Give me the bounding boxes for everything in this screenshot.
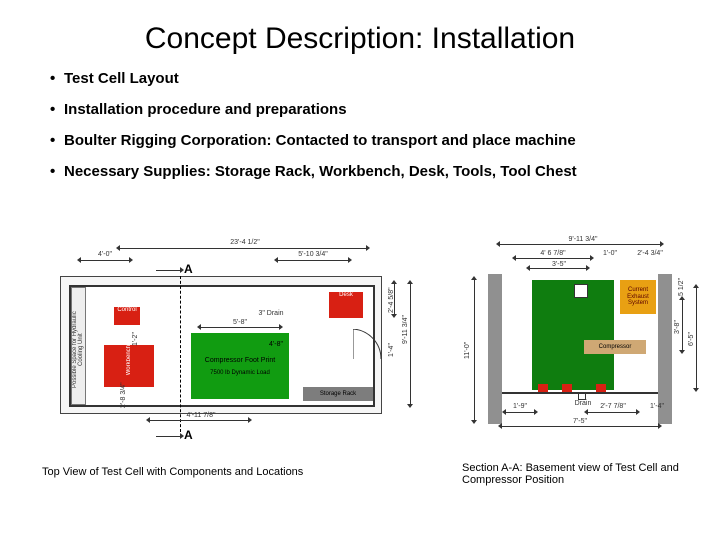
control-block: Control bbox=[114, 307, 140, 325]
dim-label: 11'-0" bbox=[464, 330, 471, 370]
dim-label: 9'-11 3/4" bbox=[558, 236, 608, 243]
page-title: Concept Description: Installation bbox=[0, 0, 720, 70]
drain-label: 3" Drain bbox=[251, 310, 291, 317]
compressor-label: Compressor bbox=[584, 340, 646, 354]
dim-label: 6'-5" bbox=[688, 322, 695, 356]
diagram-area: 23'-4 1/2" 4'-0" 5'-10 3/4" A Possible S… bbox=[0, 240, 720, 500]
dim-label: 2'-4 3/4" bbox=[630, 250, 670, 257]
dim-label: 23'-4 1/2" bbox=[210, 239, 280, 246]
dim-label: 2'-7 7/8" bbox=[592, 403, 634, 410]
section-view-diagram: 9'-11 3/4" 1'-0" 4' 6 7/8" 2'-4 3/4" 3'-… bbox=[458, 240, 708, 470]
dim-label: 1'-4" bbox=[644, 403, 670, 410]
bullet-item: Boulter Rigging Corporation: Contacted t… bbox=[50, 132, 680, 149]
bullet-list: Test Cell Layout Installation procedure … bbox=[0, 70, 720, 180]
dim-label: 5'-8" bbox=[223, 319, 257, 326]
storage-rack-block: Storage Rack bbox=[303, 387, 373, 401]
left-caption: Top View of Test Cell with Components an… bbox=[42, 466, 382, 478]
dim-label: 7'-5" bbox=[562, 418, 598, 425]
section-marker-top: A bbox=[184, 262, 193, 276]
dim-label: 4'-8" bbox=[261, 341, 291, 348]
dim-label: 4' 6 7/8" bbox=[530, 250, 576, 257]
dim-label: 4'-0" bbox=[88, 251, 122, 258]
bullet-item: Installation procedure and preparations bbox=[50, 101, 680, 118]
workbench-block: Workbench bbox=[104, 345, 154, 387]
dim-label: 9'-11 3/4" bbox=[402, 300, 409, 360]
bullet-item: Test Cell Layout bbox=[50, 70, 680, 87]
right-caption: Section A-A: Basement view of Test Cell … bbox=[462, 462, 682, 486]
section-cut-line bbox=[180, 276, 181, 432]
section-marker-bottom: A bbox=[184, 428, 193, 442]
exhaust-block: Current Exhaust System bbox=[620, 280, 656, 314]
dim-label: 5 1/2" bbox=[678, 276, 685, 298]
dim-label: 2'-8 3/4" bbox=[120, 376, 127, 414]
dim-label: 1'-0" bbox=[598, 250, 622, 257]
desk-block: Desk bbox=[329, 292, 363, 318]
dim-label: 1'-4" bbox=[388, 335, 395, 365]
top-view-diagram: 23'-4 1/2" 4'-0" 5'-10 3/4" A Possible S… bbox=[20, 240, 438, 470]
compressor-block bbox=[532, 280, 614, 390]
reserved-space-label: Possible Space for Hydraulic Cooling Uni… bbox=[72, 305, 84, 395]
dim-label: 3'-8" bbox=[674, 310, 681, 344]
dim-label: 3'-5" bbox=[544, 261, 574, 268]
dim-label: 1'-9" bbox=[506, 403, 534, 410]
dim-label: 4'-11 7/8" bbox=[180, 412, 222, 419]
dim-label: 1'-2" bbox=[132, 324, 139, 354]
bullet-item: Necessary Supplies: Storage Rack, Workbe… bbox=[50, 163, 680, 180]
dim-label: 5'-10 3/4" bbox=[288, 251, 338, 258]
